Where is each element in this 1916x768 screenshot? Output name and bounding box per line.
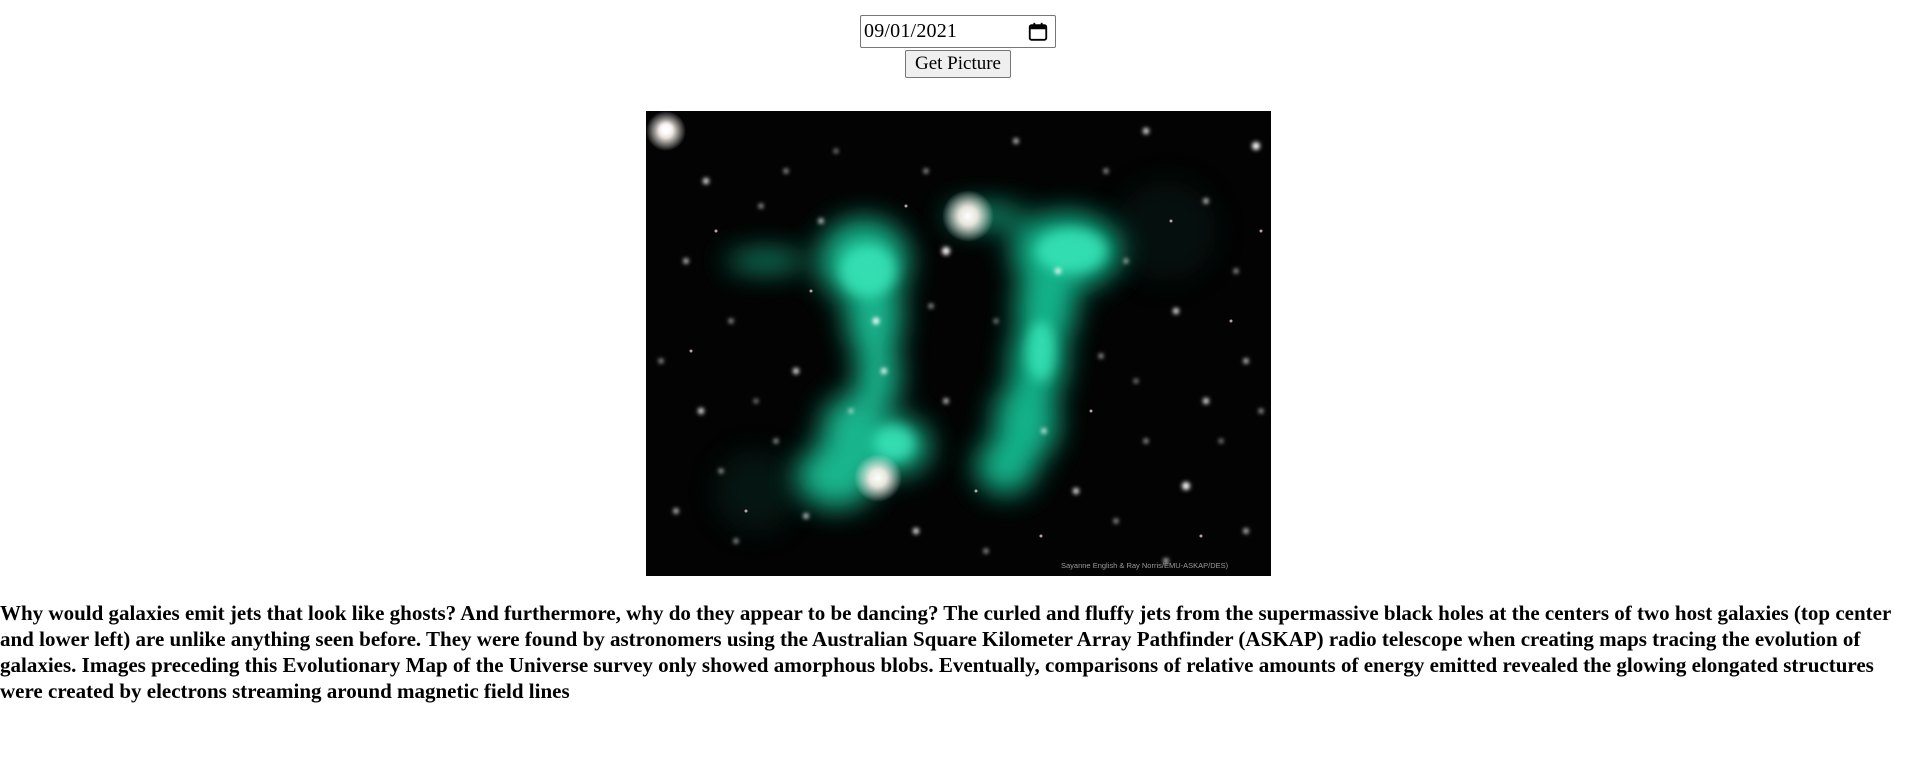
controls: 09/01/2021 Get Picture — [0, 0, 1916, 78]
date-value[interactable]: 09/01/2021 — [864, 20, 958, 42]
picture-container: Sayanne English & Ray Norris/EMU-ASKAP/D… — [0, 111, 1916, 576]
get-picture-button[interactable]: Get Picture — [904, 50, 1011, 78]
apod-image: Sayanne English & Ray Norris/EMU-ASKAP/D… — [645, 111, 1271, 576]
calendar-icon[interactable] — [1027, 21, 1049, 43]
picture-explanation: Why would galaxies emit jets that look l… — [0, 601, 1891, 703]
image-credit: Sayanne English & Ray Norris/EMU-ASKAP/D… — [1061, 561, 1229, 570]
date-input[interactable]: 09/01/2021 — [860, 15, 1056, 48]
